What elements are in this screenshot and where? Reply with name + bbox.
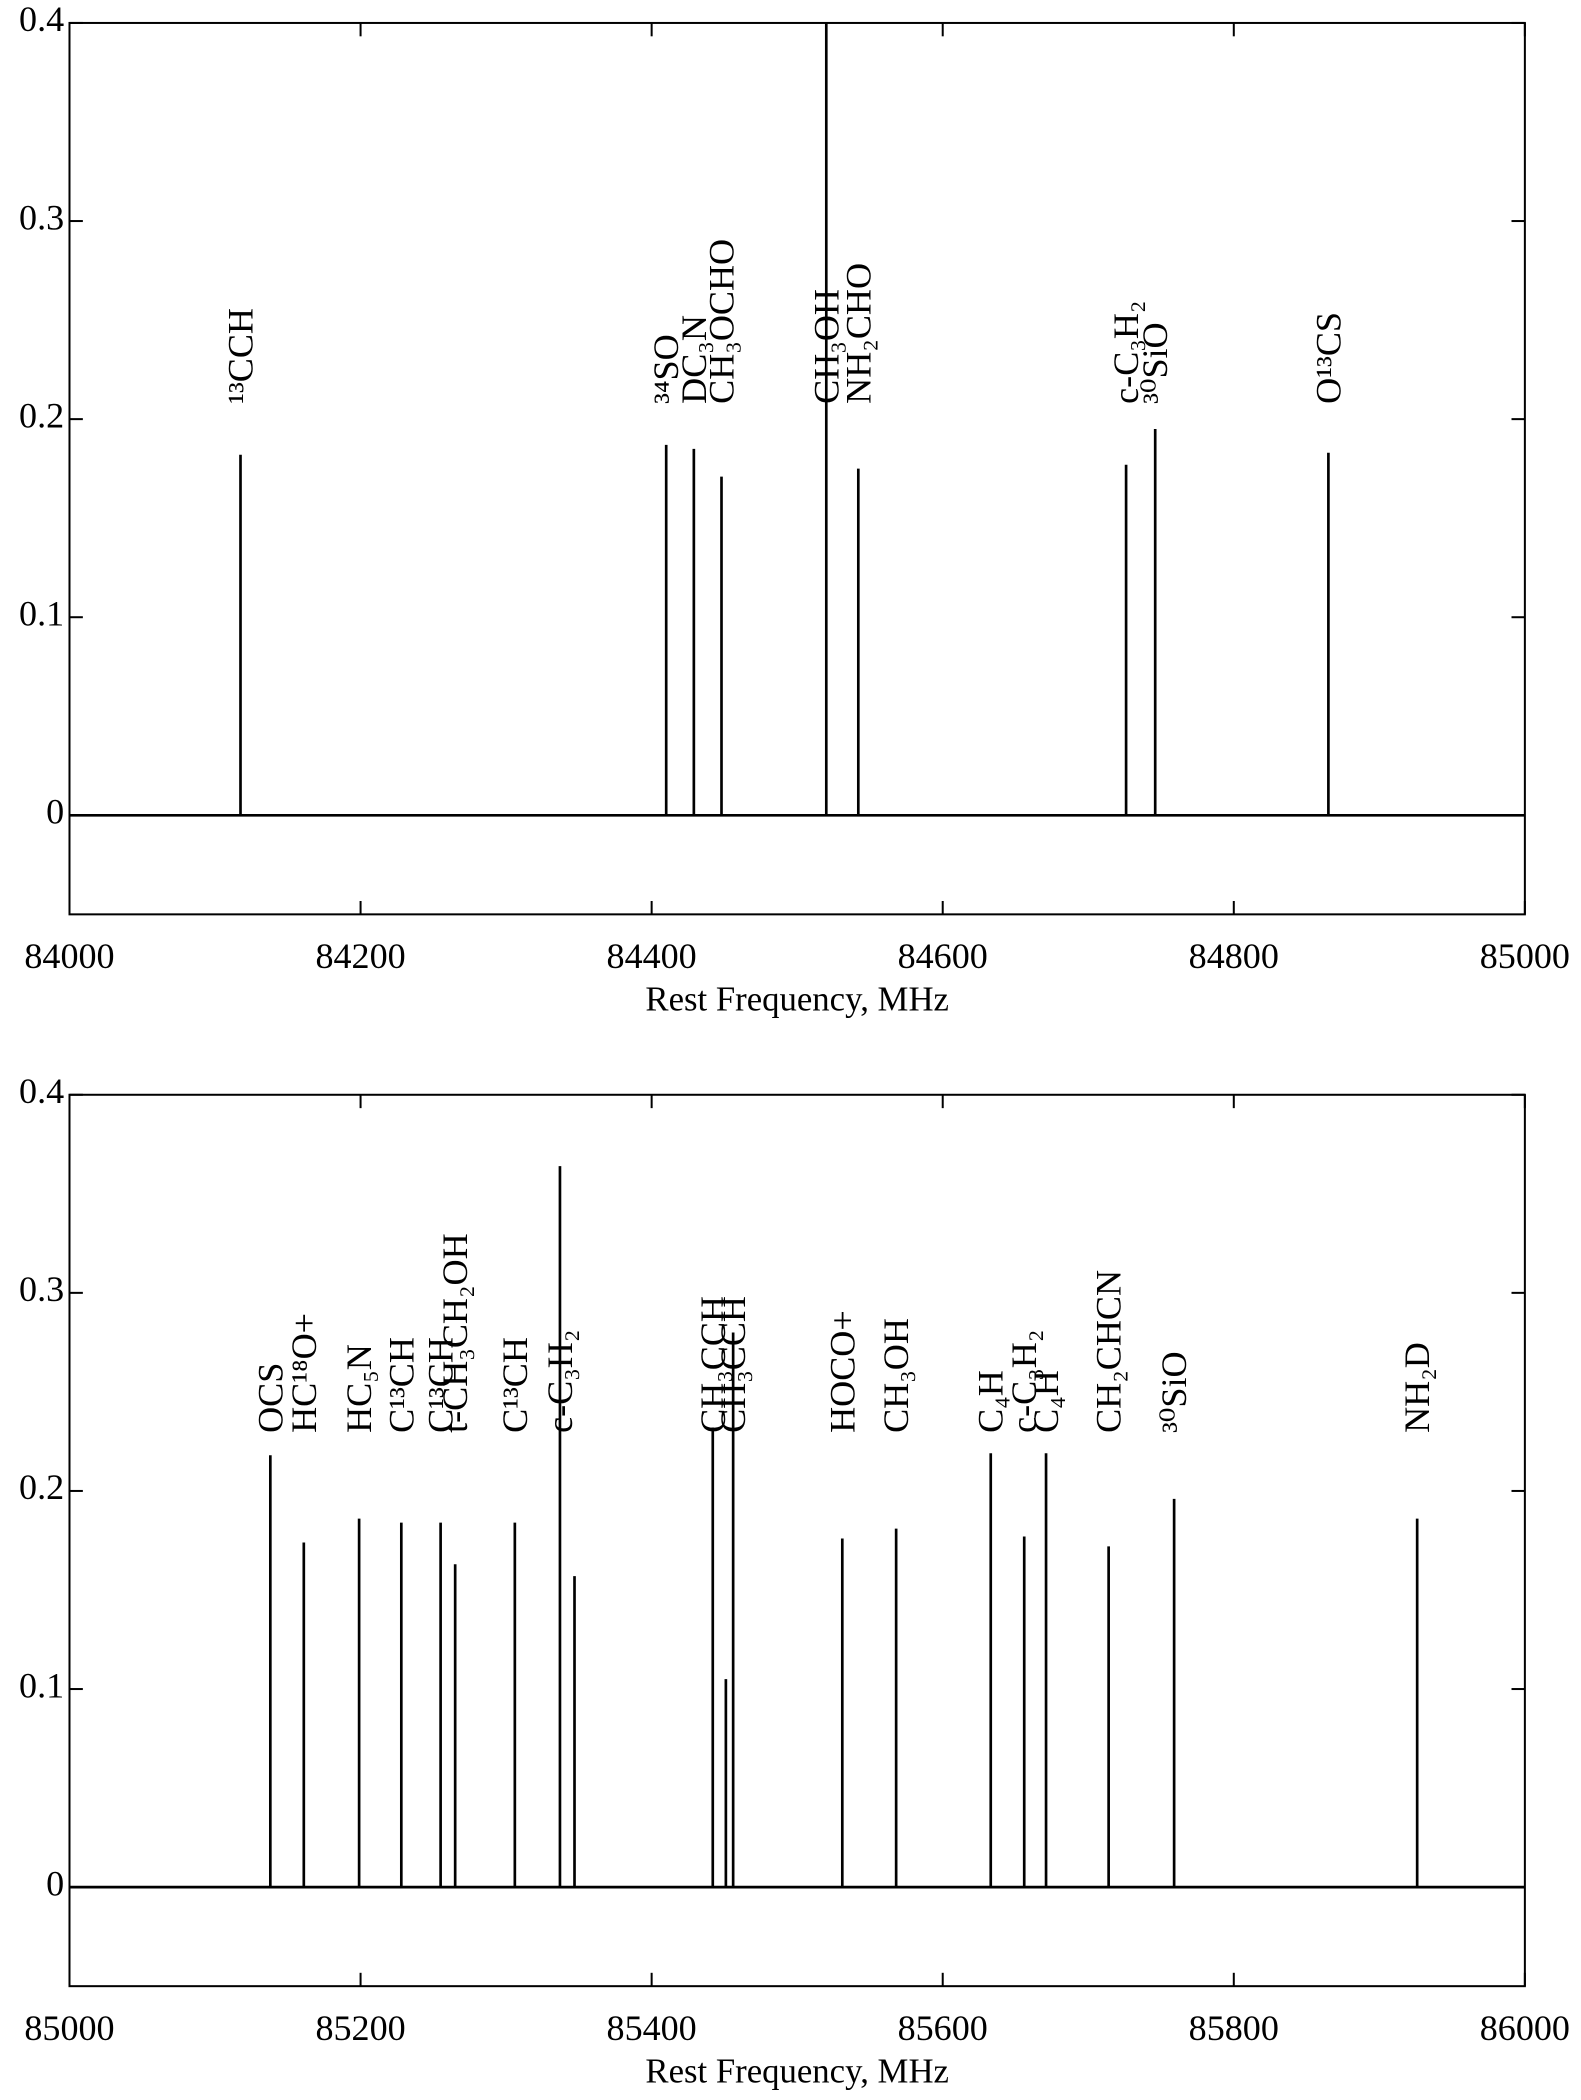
line-label: OCS (250, 1363, 290, 1433)
x-tick-label: 85400 (607, 2008, 697, 2048)
line-label: CH₂CHCN (1089, 1270, 1129, 1433)
line-label: HOCO+ (822, 1310, 862, 1433)
x-tick-label: 84400 (607, 936, 697, 976)
line-label: CH₃OH (806, 289, 846, 404)
x-axis-label: Rest Frequency, MHz (645, 980, 949, 1019)
plot-frame (68, 21, 1526, 916)
line-label: ¹³CCH (221, 308, 261, 404)
line-label: CH₃OCHO (702, 239, 742, 404)
x-tick-label: 84200 (315, 936, 405, 976)
plot-frame (68, 1093, 1526, 1988)
x-tick-label: 84600 (898, 936, 988, 976)
x-tick-label: 86000 (1480, 2008, 1570, 2048)
y-tick-label: 0.4 (19, 0, 64, 39)
x-tick-label: 85000 (24, 2008, 114, 2048)
x-tick-label: 85000 (1480, 936, 1570, 976)
x-tick-label: 85200 (315, 2008, 405, 2048)
line-label: CH₃OH (876, 1318, 916, 1433)
x-tick-label: 85800 (1189, 2008, 1279, 2048)
line-label: O¹³CS (1308, 312, 1348, 404)
line-label: CH₃CCH (693, 1296, 733, 1433)
y-tick-label: 0.1 (19, 593, 64, 633)
line-label: HC₅N (339, 1344, 379, 1433)
line-label: C₄H (971, 1370, 1011, 1433)
line-label: CH₃CCH (713, 1296, 753, 1433)
x-tick-label: 84000 (24, 936, 114, 976)
line-label: c-C₃H₂ (1106, 301, 1146, 404)
line-label: NH₂D (1397, 1342, 1437, 1433)
y-tick-label: 0.4 (19, 1071, 64, 1111)
line-label: NH₂CHO (838, 263, 878, 404)
line-label: c-C₃H₂ (1004, 1330, 1044, 1433)
line-label: C¹³CH (421, 1337, 461, 1433)
line-label: HC¹⁸O+ (284, 1313, 324, 1433)
x-tick-label: 85600 (898, 2008, 988, 2048)
line-label: C₄H (1026, 1370, 1066, 1433)
y-tick-label: 0.2 (19, 1467, 64, 1507)
y-tick-label: 0.2 (19, 395, 64, 435)
y-tick-label: 0 (46, 792, 64, 832)
x-axis-label: Rest Frequency, MHz (645, 2051, 949, 2090)
y-tick-label: 0.1 (19, 1665, 64, 1705)
line-label: ³⁰SiO (1135, 322, 1175, 403)
y-tick-label: 0 (46, 1863, 64, 1903)
line-label: C¹³CH (381, 1337, 421, 1433)
line-label: DC₃N (674, 315, 714, 404)
line-label: c-C₃H₂ (540, 1330, 580, 1433)
line-label: C¹³CH (495, 1337, 535, 1433)
line-label: ³⁴SO (646, 334, 686, 404)
y-tick-label: 0.3 (19, 197, 64, 237)
line-label: ³⁰SiO (1154, 1351, 1194, 1432)
y-tick-label: 0.3 (19, 1269, 64, 1309)
x-tick-label: 84800 (1189, 936, 1279, 976)
line-label: t-CH₃CH₂OH (435, 1233, 475, 1433)
